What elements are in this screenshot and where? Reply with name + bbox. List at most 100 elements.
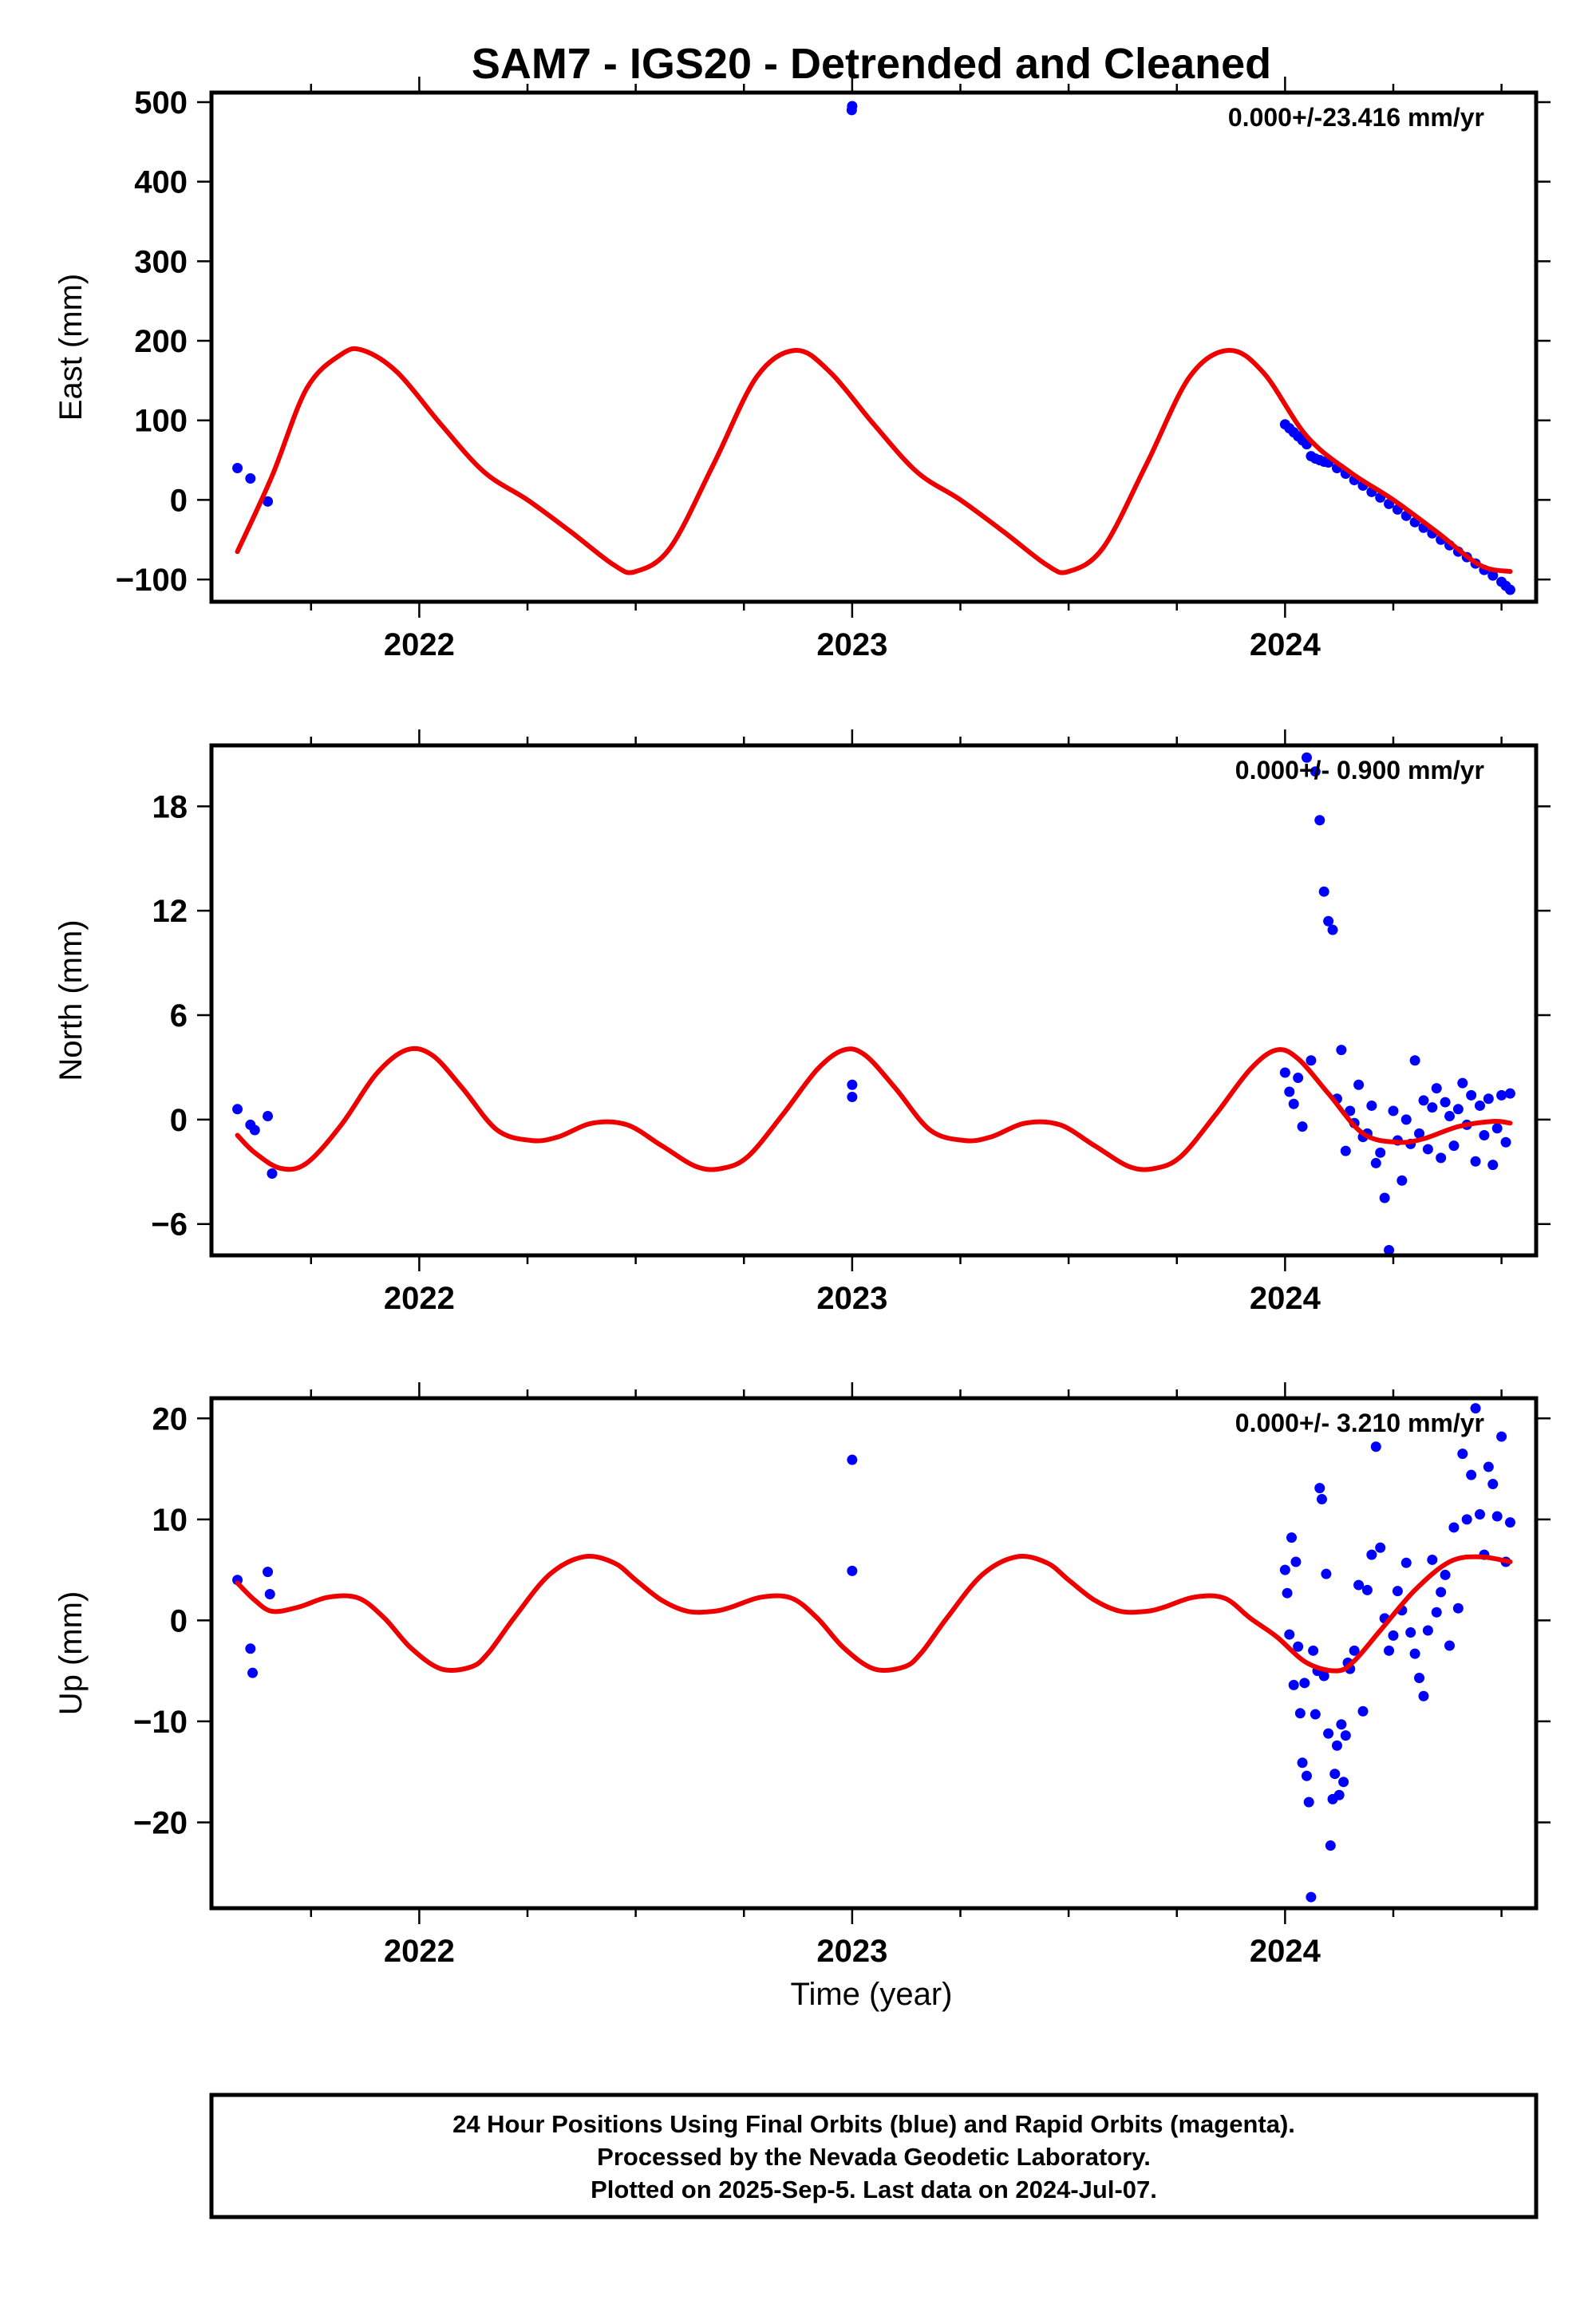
north-y-tick-label: 12 xyxy=(152,894,188,929)
north-data-point xyxy=(1504,1088,1515,1099)
north-x-tick-label: 2022 xyxy=(384,1281,455,1316)
up-data-point xyxy=(1457,1448,1468,1460)
east-data-point xyxy=(232,463,243,474)
east-model-curve xyxy=(235,346,1513,575)
east-y-tick-label: 500 xyxy=(134,85,188,121)
up-data-point xyxy=(1316,1494,1327,1505)
north-data-point xyxy=(1336,1045,1347,1056)
north-data-point xyxy=(1409,1055,1420,1066)
up-data-point xyxy=(245,1643,256,1654)
north-data-point xyxy=(1400,1114,1412,1125)
up-rate-label: 0.000+/- 3.210 mm/yr xyxy=(1235,1409,1484,1437)
north-data-point xyxy=(1487,1160,1499,1171)
up-data-point xyxy=(1282,1587,1293,1599)
up-data-point xyxy=(1299,1678,1310,1689)
north-data-point xyxy=(1500,1136,1511,1148)
east-x-tick-label: 2024 xyxy=(1250,627,1321,662)
north-y-tick-label: 18 xyxy=(152,789,188,824)
up-data-point xyxy=(1466,1469,1477,1480)
north-data-point xyxy=(1375,1147,1386,1158)
east-data-point xyxy=(847,101,858,112)
north-data-point xyxy=(1293,1073,1304,1084)
up-data-point xyxy=(1422,1625,1433,1636)
up-plot-frame xyxy=(209,1396,1539,1911)
north-data-point xyxy=(1422,1144,1433,1155)
up-data-point xyxy=(1418,1690,1429,1701)
up-y-tick-label: 20 xyxy=(152,1401,188,1437)
up-data-point xyxy=(1306,1891,1317,1903)
north-data-point xyxy=(1327,924,1338,935)
north-data-point xyxy=(1466,1089,1477,1101)
up-data-point xyxy=(1310,1709,1321,1720)
east-y-tick-label: −100 xyxy=(116,563,188,598)
north-data-point xyxy=(1301,752,1312,763)
north-y-tick-label: −6 xyxy=(151,1207,188,1243)
up-data-point xyxy=(1496,1431,1507,1442)
north-plot-frame xyxy=(209,743,1539,1258)
north-data-point xyxy=(1496,1089,1507,1101)
north-data-point xyxy=(1370,1157,1381,1168)
up-panel: 2022 2023 2024 −20 −10 0 10 20 Up (mm) 0.000+/- 3… xyxy=(53,1382,1551,1969)
north-data-point xyxy=(232,1104,243,1115)
east-y-tick-label: 300 xyxy=(134,244,188,279)
north-data-point xyxy=(1310,766,1321,777)
north-data-point xyxy=(1340,1145,1351,1156)
up-data-point xyxy=(1414,1673,1425,1684)
east-data-point xyxy=(263,496,274,507)
up-data-point xyxy=(1301,1770,1312,1781)
up-data-point xyxy=(847,1565,858,1576)
north-data-point xyxy=(1297,1121,1308,1132)
north-model-curve xyxy=(235,1045,1513,1172)
up-data-point xyxy=(264,1588,275,1599)
north-data-point xyxy=(1436,1152,1447,1164)
up-data-point xyxy=(1308,1645,1319,1656)
east-x-tick-label: 2023 xyxy=(816,627,887,662)
up-x-tick-label: 2024 xyxy=(1250,1934,1321,1969)
footer-line-2: Processed by the Nevada Geodetic Laborat… xyxy=(597,2143,1151,2171)
north-data-point xyxy=(1440,1097,1451,1108)
east-data-point xyxy=(245,472,256,484)
up-data-point xyxy=(1470,1403,1481,1414)
up-data-point xyxy=(1286,1532,1297,1543)
up-data-point xyxy=(1357,1705,1369,1717)
north-data-point xyxy=(1479,1130,1490,1141)
up-model-curve xyxy=(235,1554,1513,1674)
up-data-point xyxy=(1325,1840,1336,1852)
north-data-point xyxy=(847,1092,858,1103)
up-data-points xyxy=(232,1403,1515,1903)
up-data-point xyxy=(1297,1757,1308,1769)
up-y-tick-label: −20 xyxy=(133,1805,188,1840)
up-data-point xyxy=(1294,1708,1306,1719)
up-data-point xyxy=(1461,1514,1472,1525)
north-data-point xyxy=(1306,1055,1317,1066)
east-data-point xyxy=(1487,570,1499,581)
up-y-tick-label: 0 xyxy=(170,1603,188,1638)
up-x-tick-label: 2023 xyxy=(816,1934,887,1969)
east-y-tick-label: 0 xyxy=(170,483,188,518)
north-data-point xyxy=(1483,1093,1494,1105)
up-data-point xyxy=(1384,1645,1395,1656)
up-data-point xyxy=(1293,1641,1304,1652)
footer-box: 24 Hour Positions Using Final Orbits (bl… xyxy=(209,2093,1539,2219)
east-panel: 2022 2023 2024 −100 0 100 200 300 400 500 East (mm… xyxy=(53,77,1551,662)
up-data-point xyxy=(1392,1586,1403,1597)
north-data-point xyxy=(1323,915,1334,927)
footer-line-3: Plotted on 2025-Sep-5. Last data on 2024… xyxy=(591,2176,1157,2203)
north-data-point xyxy=(1353,1079,1365,1090)
up-data-point xyxy=(1340,1730,1351,1741)
up-data-point xyxy=(1303,1796,1314,1808)
north-data-point xyxy=(1366,1100,1377,1111)
east-rate-label: 0.000+/-23.416 mm/yr xyxy=(1228,103,1484,132)
east-y-tick-label: 100 xyxy=(134,404,188,439)
up-data-point xyxy=(1427,1554,1438,1565)
up-data-point xyxy=(1452,1603,1464,1614)
north-x-tick-label: 2024 xyxy=(1250,1281,1321,1316)
north-data-point xyxy=(1448,1140,1460,1152)
up-data-point xyxy=(1314,1483,1325,1494)
up-data-point xyxy=(1444,1640,1456,1651)
up-data-point xyxy=(1491,1511,1503,1522)
up-data-point xyxy=(1288,1679,1299,1690)
north-data-point xyxy=(1284,1086,1295,1097)
up-data-point xyxy=(1440,1569,1451,1580)
